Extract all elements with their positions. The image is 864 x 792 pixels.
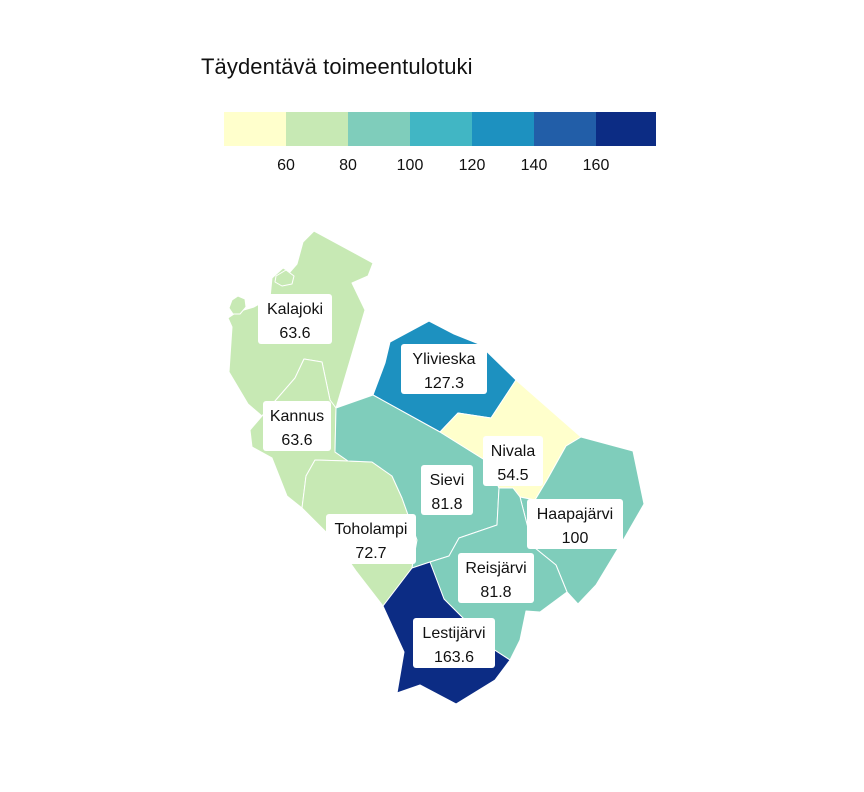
region-label: Lestijärvi 163.6 [413,618,495,668]
region-value: 54.5 [497,467,528,484]
region-value: 81.8 [431,496,462,513]
legend-tick: 60 [277,157,295,174]
region-label: Nivala 54.5 [483,436,543,486]
legend-swatch-6 [534,112,596,146]
region-name: Sievi [430,472,465,489]
legend-swatch-5 [472,112,534,146]
legend-swatch-3 [348,112,410,146]
legend-swatch-1 [224,112,286,146]
legend-tick: 140 [521,157,548,174]
region-name: Lestijärvi [422,625,485,642]
legend-tick: 160 [583,157,610,174]
legend-tick: 100 [397,157,424,174]
region-value: 81.8 [480,584,511,601]
region-name: Nivala [491,443,536,460]
region-label-box [326,514,416,564]
region-label-box [483,436,543,486]
legend-swatch-7 [596,112,656,146]
region-value: 163.6 [434,649,474,666]
region-value: 63.6 [279,325,310,342]
region-label-box [458,553,534,603]
region-value: 72.7 [355,545,386,562]
region-label-box [263,401,331,451]
region-name: Reisjärvi [465,560,526,577]
region-label: Haapajärvi 100 [527,499,623,549]
region-value: 100 [562,530,589,547]
region-label: Ylivieska 127.3 [401,344,487,394]
region-label: Reisjärvi 81.8 [458,553,534,603]
region-label: Toholampi 72.7 [326,514,416,564]
region-label-box [401,344,487,394]
region-kalajoki-island [274,269,295,287]
legend-swatch-2 [286,112,348,146]
legend-tick: 120 [459,157,486,174]
region-name: Toholampi [335,521,408,538]
legend: 60 80 100 120 140 160 [224,112,656,174]
region-kalajoki-island [228,295,247,315]
region-name: Kannus [270,408,324,425]
region-value: 63.6 [281,432,312,449]
region-label: Kalajoki 63.6 [258,294,332,344]
region-label-box [258,294,332,344]
region-label-box [421,465,473,515]
legend-tick: 80 [339,157,357,174]
region-name: Ylivieska [412,351,475,368]
legend-swatch-4 [410,112,472,146]
region-label: Sievi 81.8 [421,465,473,515]
region-label-box [413,618,495,668]
region-name: Haapajärvi [537,506,613,523]
region-value: 127.3 [424,375,464,392]
region-label: Kannus 63.6 [263,401,331,451]
region-name: Kalajoki [267,301,323,318]
region-label-box [527,499,623,549]
map-title: Täydentävä toimeentulotuki [201,54,473,79]
